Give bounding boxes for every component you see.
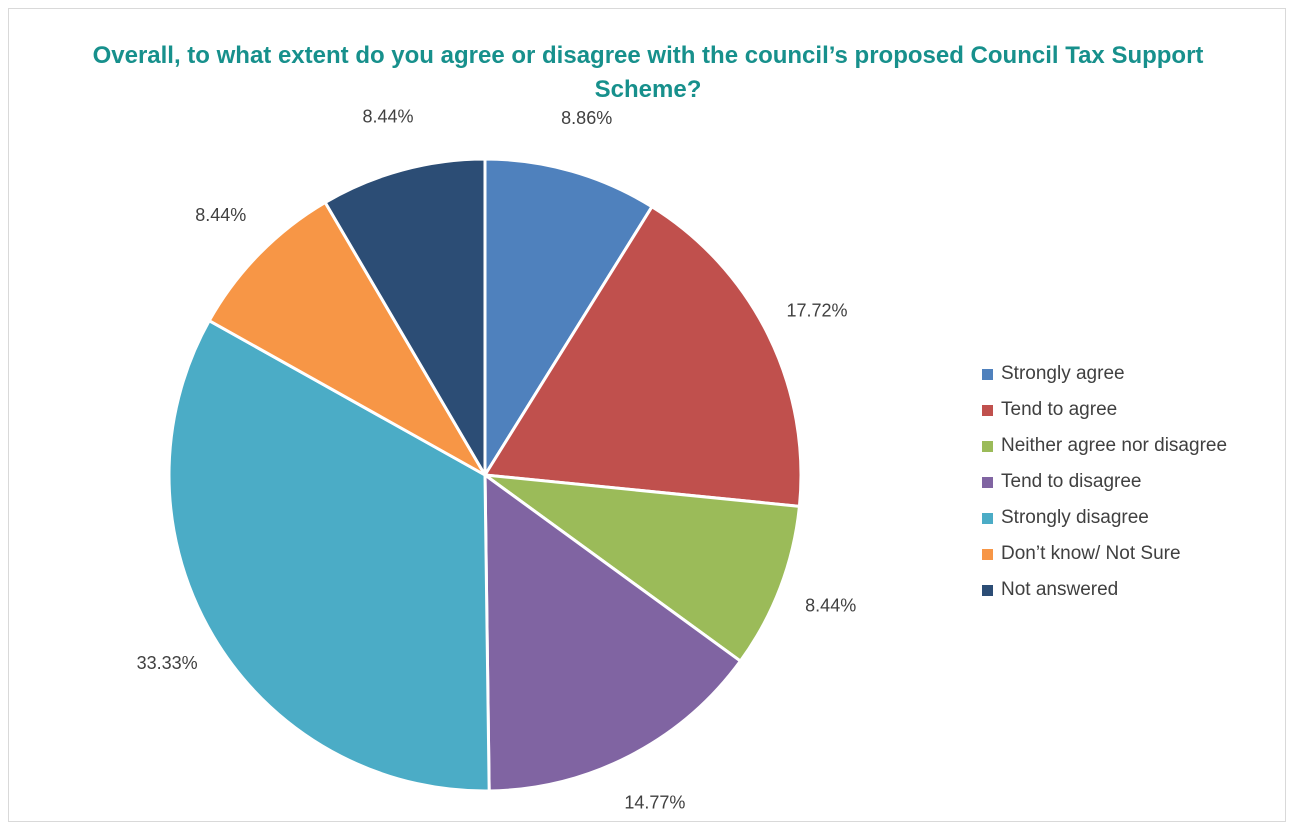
legend-item-tend-to-agree: Tend to agree [982,392,1227,428]
legend-label: Don’t know/ Not Sure [1001,543,1181,564]
pie-slice-tend-to-agree [483,205,803,508]
data-label-strongly-agree: 8.86% [561,108,612,128]
chart-title: Overall, to what extent do you agree or … [92,42,1204,103]
pie-slice-neither-agree-nor-disagree [483,473,801,663]
legend-item-tend-to-disagree: Tend to disagree [982,464,1227,500]
data-label-not-answered: 8.44% [362,107,413,127]
chart-legend: Strongly agree Tend to agree Neither agree… [982,356,1227,608]
legend-label: Not answered [1001,579,1119,600]
legend-item-not-answered: Not answered [982,572,1227,608]
legend-label: Tend to disagree [1001,471,1142,492]
legend-label: Neither agree nor disagree [1001,435,1228,456]
data-label-strongly-disagree: 33.33% [137,653,198,673]
legend-swatch [982,584,993,596]
pie-slice-strongly-disagree [167,319,491,793]
pie-slice-tend-to-disagree [483,473,742,793]
legend-swatch [982,440,993,452]
pie-slice-strongly-agree [483,157,654,477]
legend-swatch [982,512,993,524]
legend-item-don-t-know-not-sure: Don’t know/ Not Sure [982,536,1227,572]
legend-swatch [982,404,993,416]
legend-swatch [982,476,993,488]
legend-item-neither-agree-nor-disagree: Neither agree nor disagree [982,428,1227,464]
data-label-tend-to-agree: 17.72% [786,300,847,320]
legend-item-strongly-disagree: Strongly disagree [982,500,1227,536]
legend-label: Strongly disagree [1001,507,1149,528]
legend-swatch [982,368,993,380]
legend-swatch [982,548,993,560]
data-label-don-t-know-not-sure: 8.44% [195,205,246,225]
pie-slice-don-t-know-not-sure [207,200,487,477]
data-label-neither-agree-nor-disagree: 8.44% [805,596,856,616]
legend-item-strongly-agree: Strongly agree [982,356,1227,392]
legend-label: Strongly agree [1001,363,1125,384]
pie-slice-not-answered [323,157,487,477]
legend-label: Tend to agree [1001,399,1118,420]
data-label-tend-to-disagree: 14.77% [624,792,685,812]
